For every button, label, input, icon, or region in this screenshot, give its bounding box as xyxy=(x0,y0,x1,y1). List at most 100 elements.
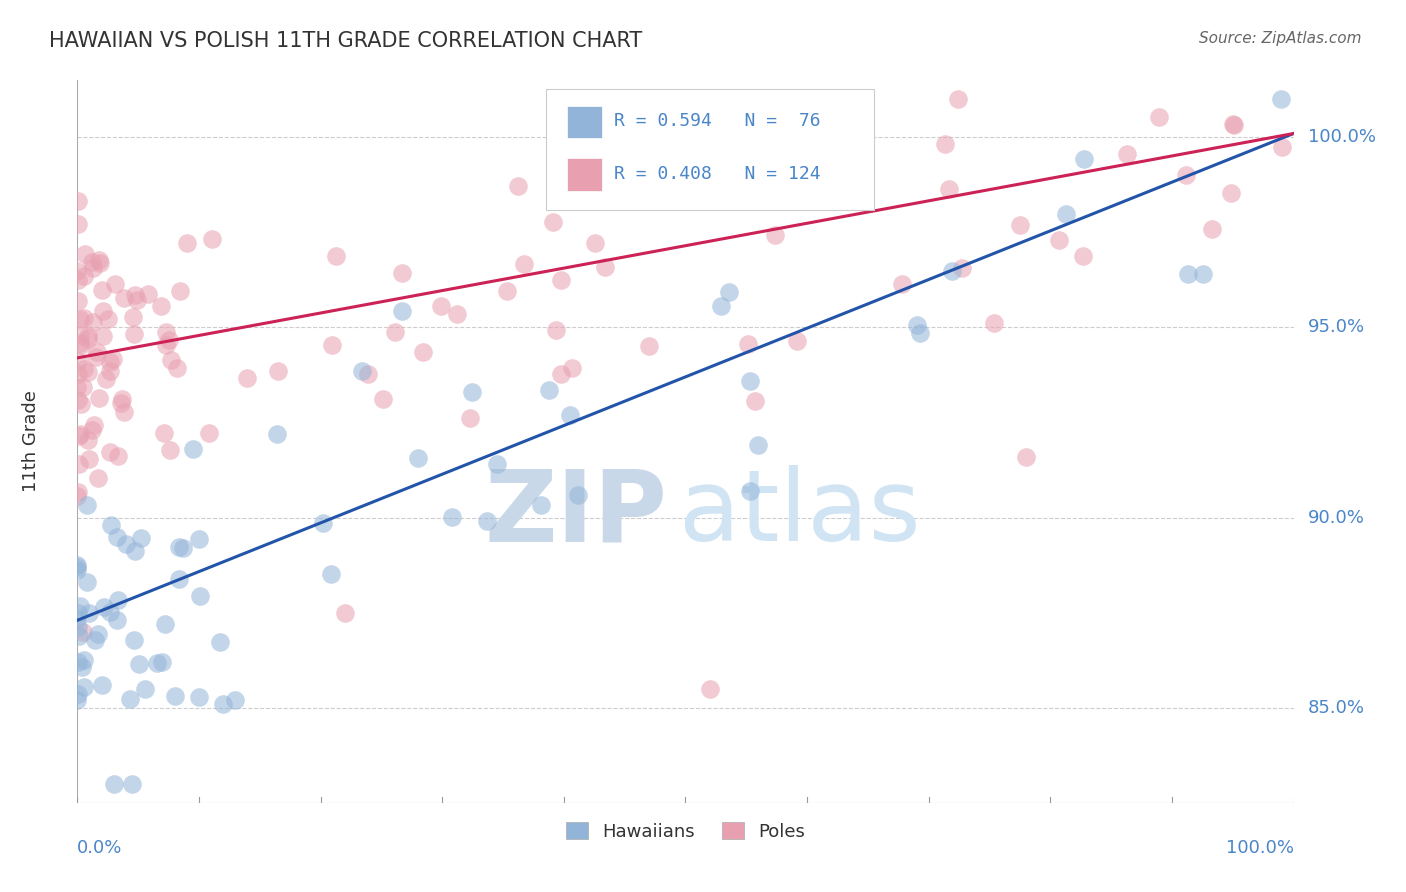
Point xyxy=(124,287,146,301)
Point xyxy=(93,599,115,614)
Point xyxy=(1223,118,1246,132)
Point xyxy=(98,605,121,619)
Point xyxy=(1071,249,1094,263)
Point xyxy=(73,268,96,283)
Point xyxy=(638,339,661,353)
Point xyxy=(66,217,89,231)
Point xyxy=(66,273,89,287)
Point xyxy=(66,393,89,408)
Point xyxy=(458,410,481,425)
Point xyxy=(718,285,741,299)
Point xyxy=(82,260,104,275)
Point xyxy=(77,366,100,380)
Point xyxy=(118,692,141,706)
Point xyxy=(544,323,567,337)
Text: 0.0%: 0.0% xyxy=(77,838,122,857)
Text: 85.0%: 85.0% xyxy=(1308,698,1365,717)
Point xyxy=(356,368,378,382)
Point xyxy=(198,426,221,441)
Point xyxy=(235,371,257,385)
Point xyxy=(187,690,209,704)
Point xyxy=(508,179,530,194)
Point xyxy=(541,214,564,228)
Point xyxy=(485,457,508,471)
Point xyxy=(1147,110,1170,124)
Point xyxy=(70,660,93,674)
Point xyxy=(77,606,100,620)
Point xyxy=(1222,117,1244,131)
Point xyxy=(212,697,235,711)
Point xyxy=(333,606,356,620)
Point xyxy=(115,537,138,551)
Point xyxy=(66,693,89,707)
Point xyxy=(93,303,115,318)
Point xyxy=(66,194,89,209)
Text: 11th Grade: 11th Grade xyxy=(22,391,41,492)
Point xyxy=(167,572,190,586)
Point xyxy=(86,345,108,359)
Text: HAWAIIAN VS POLISH 11TH GRADE CORRELATION CHART: HAWAIIAN VS POLISH 11TH GRADE CORRELATIO… xyxy=(49,31,643,51)
Point xyxy=(583,235,606,250)
Point xyxy=(946,92,969,106)
Text: 100.0%: 100.0% xyxy=(1226,838,1294,857)
Legend: Hawaiians, Poles: Hawaiians, Poles xyxy=(558,815,813,848)
Point xyxy=(72,380,94,394)
FancyBboxPatch shape xyxy=(546,89,875,211)
Point xyxy=(80,424,103,438)
Point xyxy=(172,541,194,556)
Point xyxy=(86,471,108,485)
Point xyxy=(103,777,125,791)
Text: R = 0.408   N = 124: R = 0.408 N = 124 xyxy=(613,165,820,183)
Point xyxy=(76,574,98,589)
Point xyxy=(188,589,211,603)
Point xyxy=(950,260,973,275)
Point xyxy=(371,392,394,406)
Point xyxy=(66,655,89,669)
Point xyxy=(69,599,91,613)
Point xyxy=(1008,219,1031,233)
Point xyxy=(1192,267,1215,281)
Text: 100.0%: 100.0% xyxy=(1308,128,1376,146)
Point xyxy=(738,374,761,388)
Point xyxy=(79,452,101,467)
Point xyxy=(983,316,1005,330)
Point xyxy=(905,318,928,332)
Point xyxy=(90,678,112,692)
Point xyxy=(67,687,90,701)
Point xyxy=(1201,222,1223,236)
Point xyxy=(122,632,145,647)
Point xyxy=(66,563,89,577)
Point xyxy=(77,433,100,447)
Point xyxy=(744,393,766,408)
Point xyxy=(1174,168,1197,182)
Point xyxy=(69,397,91,411)
Point xyxy=(176,235,198,250)
Point xyxy=(84,632,107,647)
Point xyxy=(69,337,91,351)
Point xyxy=(153,617,176,632)
Point xyxy=(84,351,107,365)
Point xyxy=(538,384,561,398)
Point xyxy=(406,450,429,465)
Point xyxy=(266,427,288,442)
Point xyxy=(496,284,519,298)
Point xyxy=(69,335,91,350)
Point xyxy=(934,136,956,151)
Point xyxy=(90,283,112,297)
Point xyxy=(910,326,932,340)
Point xyxy=(67,354,90,368)
Point xyxy=(166,361,188,376)
Point xyxy=(747,438,769,452)
Point xyxy=(1270,92,1292,106)
Point xyxy=(146,657,169,671)
Point xyxy=(72,624,94,639)
Point xyxy=(150,299,173,313)
Point xyxy=(384,325,406,339)
FancyBboxPatch shape xyxy=(568,158,602,191)
Text: ZIP: ZIP xyxy=(484,466,668,562)
Point xyxy=(267,364,290,378)
Point xyxy=(134,681,156,696)
Point xyxy=(73,652,96,666)
Point xyxy=(121,777,143,791)
Point xyxy=(114,291,136,305)
